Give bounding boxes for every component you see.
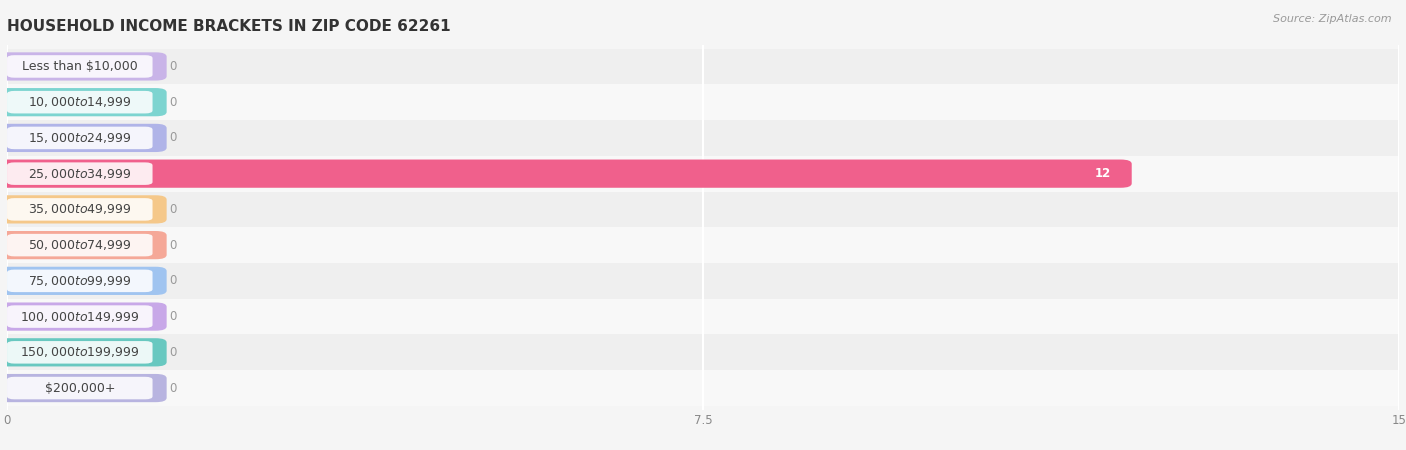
FancyBboxPatch shape bbox=[0, 302, 167, 331]
Text: 0: 0 bbox=[170, 382, 177, 395]
FancyBboxPatch shape bbox=[0, 338, 167, 366]
Text: $100,000 to $149,999: $100,000 to $149,999 bbox=[20, 310, 139, 324]
Text: Less than $10,000: Less than $10,000 bbox=[22, 60, 138, 73]
FancyBboxPatch shape bbox=[7, 270, 152, 292]
Text: $25,000 to $34,999: $25,000 to $34,999 bbox=[28, 166, 132, 180]
Bar bbox=[7, 370, 1399, 406]
FancyBboxPatch shape bbox=[0, 124, 167, 152]
FancyBboxPatch shape bbox=[0, 88, 167, 116]
FancyBboxPatch shape bbox=[0, 231, 167, 259]
FancyBboxPatch shape bbox=[0, 374, 167, 402]
Text: $15,000 to $24,999: $15,000 to $24,999 bbox=[28, 131, 132, 145]
Text: $200,000+: $200,000+ bbox=[45, 382, 115, 395]
Text: Source: ZipAtlas.com: Source: ZipAtlas.com bbox=[1274, 14, 1392, 23]
Text: 0: 0 bbox=[170, 131, 177, 144]
Text: $150,000 to $199,999: $150,000 to $199,999 bbox=[20, 345, 139, 359]
Bar bbox=[7, 334, 1399, 370]
FancyBboxPatch shape bbox=[0, 195, 167, 224]
Text: 0: 0 bbox=[170, 310, 177, 323]
Text: $75,000 to $99,999: $75,000 to $99,999 bbox=[28, 274, 132, 288]
Text: 0: 0 bbox=[170, 96, 177, 109]
Bar bbox=[7, 263, 1399, 299]
Text: 0: 0 bbox=[170, 346, 177, 359]
FancyBboxPatch shape bbox=[7, 162, 152, 185]
FancyBboxPatch shape bbox=[7, 234, 152, 256]
Text: 0: 0 bbox=[170, 274, 177, 288]
FancyBboxPatch shape bbox=[7, 55, 152, 78]
Bar bbox=[7, 299, 1399, 334]
FancyBboxPatch shape bbox=[0, 267, 167, 295]
Text: 0: 0 bbox=[170, 203, 177, 216]
FancyBboxPatch shape bbox=[7, 306, 152, 328]
Text: 0: 0 bbox=[170, 60, 177, 73]
Bar bbox=[7, 49, 1399, 84]
FancyBboxPatch shape bbox=[7, 91, 152, 113]
FancyBboxPatch shape bbox=[0, 160, 1132, 188]
Text: $35,000 to $49,999: $35,000 to $49,999 bbox=[28, 202, 132, 216]
Text: 0: 0 bbox=[170, 238, 177, 252]
FancyBboxPatch shape bbox=[7, 198, 152, 220]
Bar bbox=[7, 192, 1399, 227]
Text: 12: 12 bbox=[1095, 167, 1111, 180]
Text: $10,000 to $14,999: $10,000 to $14,999 bbox=[28, 95, 132, 109]
Bar bbox=[7, 227, 1399, 263]
FancyBboxPatch shape bbox=[0, 52, 167, 81]
FancyBboxPatch shape bbox=[7, 377, 152, 399]
Bar bbox=[7, 156, 1399, 192]
Bar bbox=[7, 120, 1399, 156]
FancyBboxPatch shape bbox=[7, 126, 152, 149]
Bar bbox=[7, 84, 1399, 120]
Text: $50,000 to $74,999: $50,000 to $74,999 bbox=[28, 238, 132, 252]
FancyBboxPatch shape bbox=[7, 341, 152, 364]
Text: HOUSEHOLD INCOME BRACKETS IN ZIP CODE 62261: HOUSEHOLD INCOME BRACKETS IN ZIP CODE 62… bbox=[7, 19, 451, 34]
